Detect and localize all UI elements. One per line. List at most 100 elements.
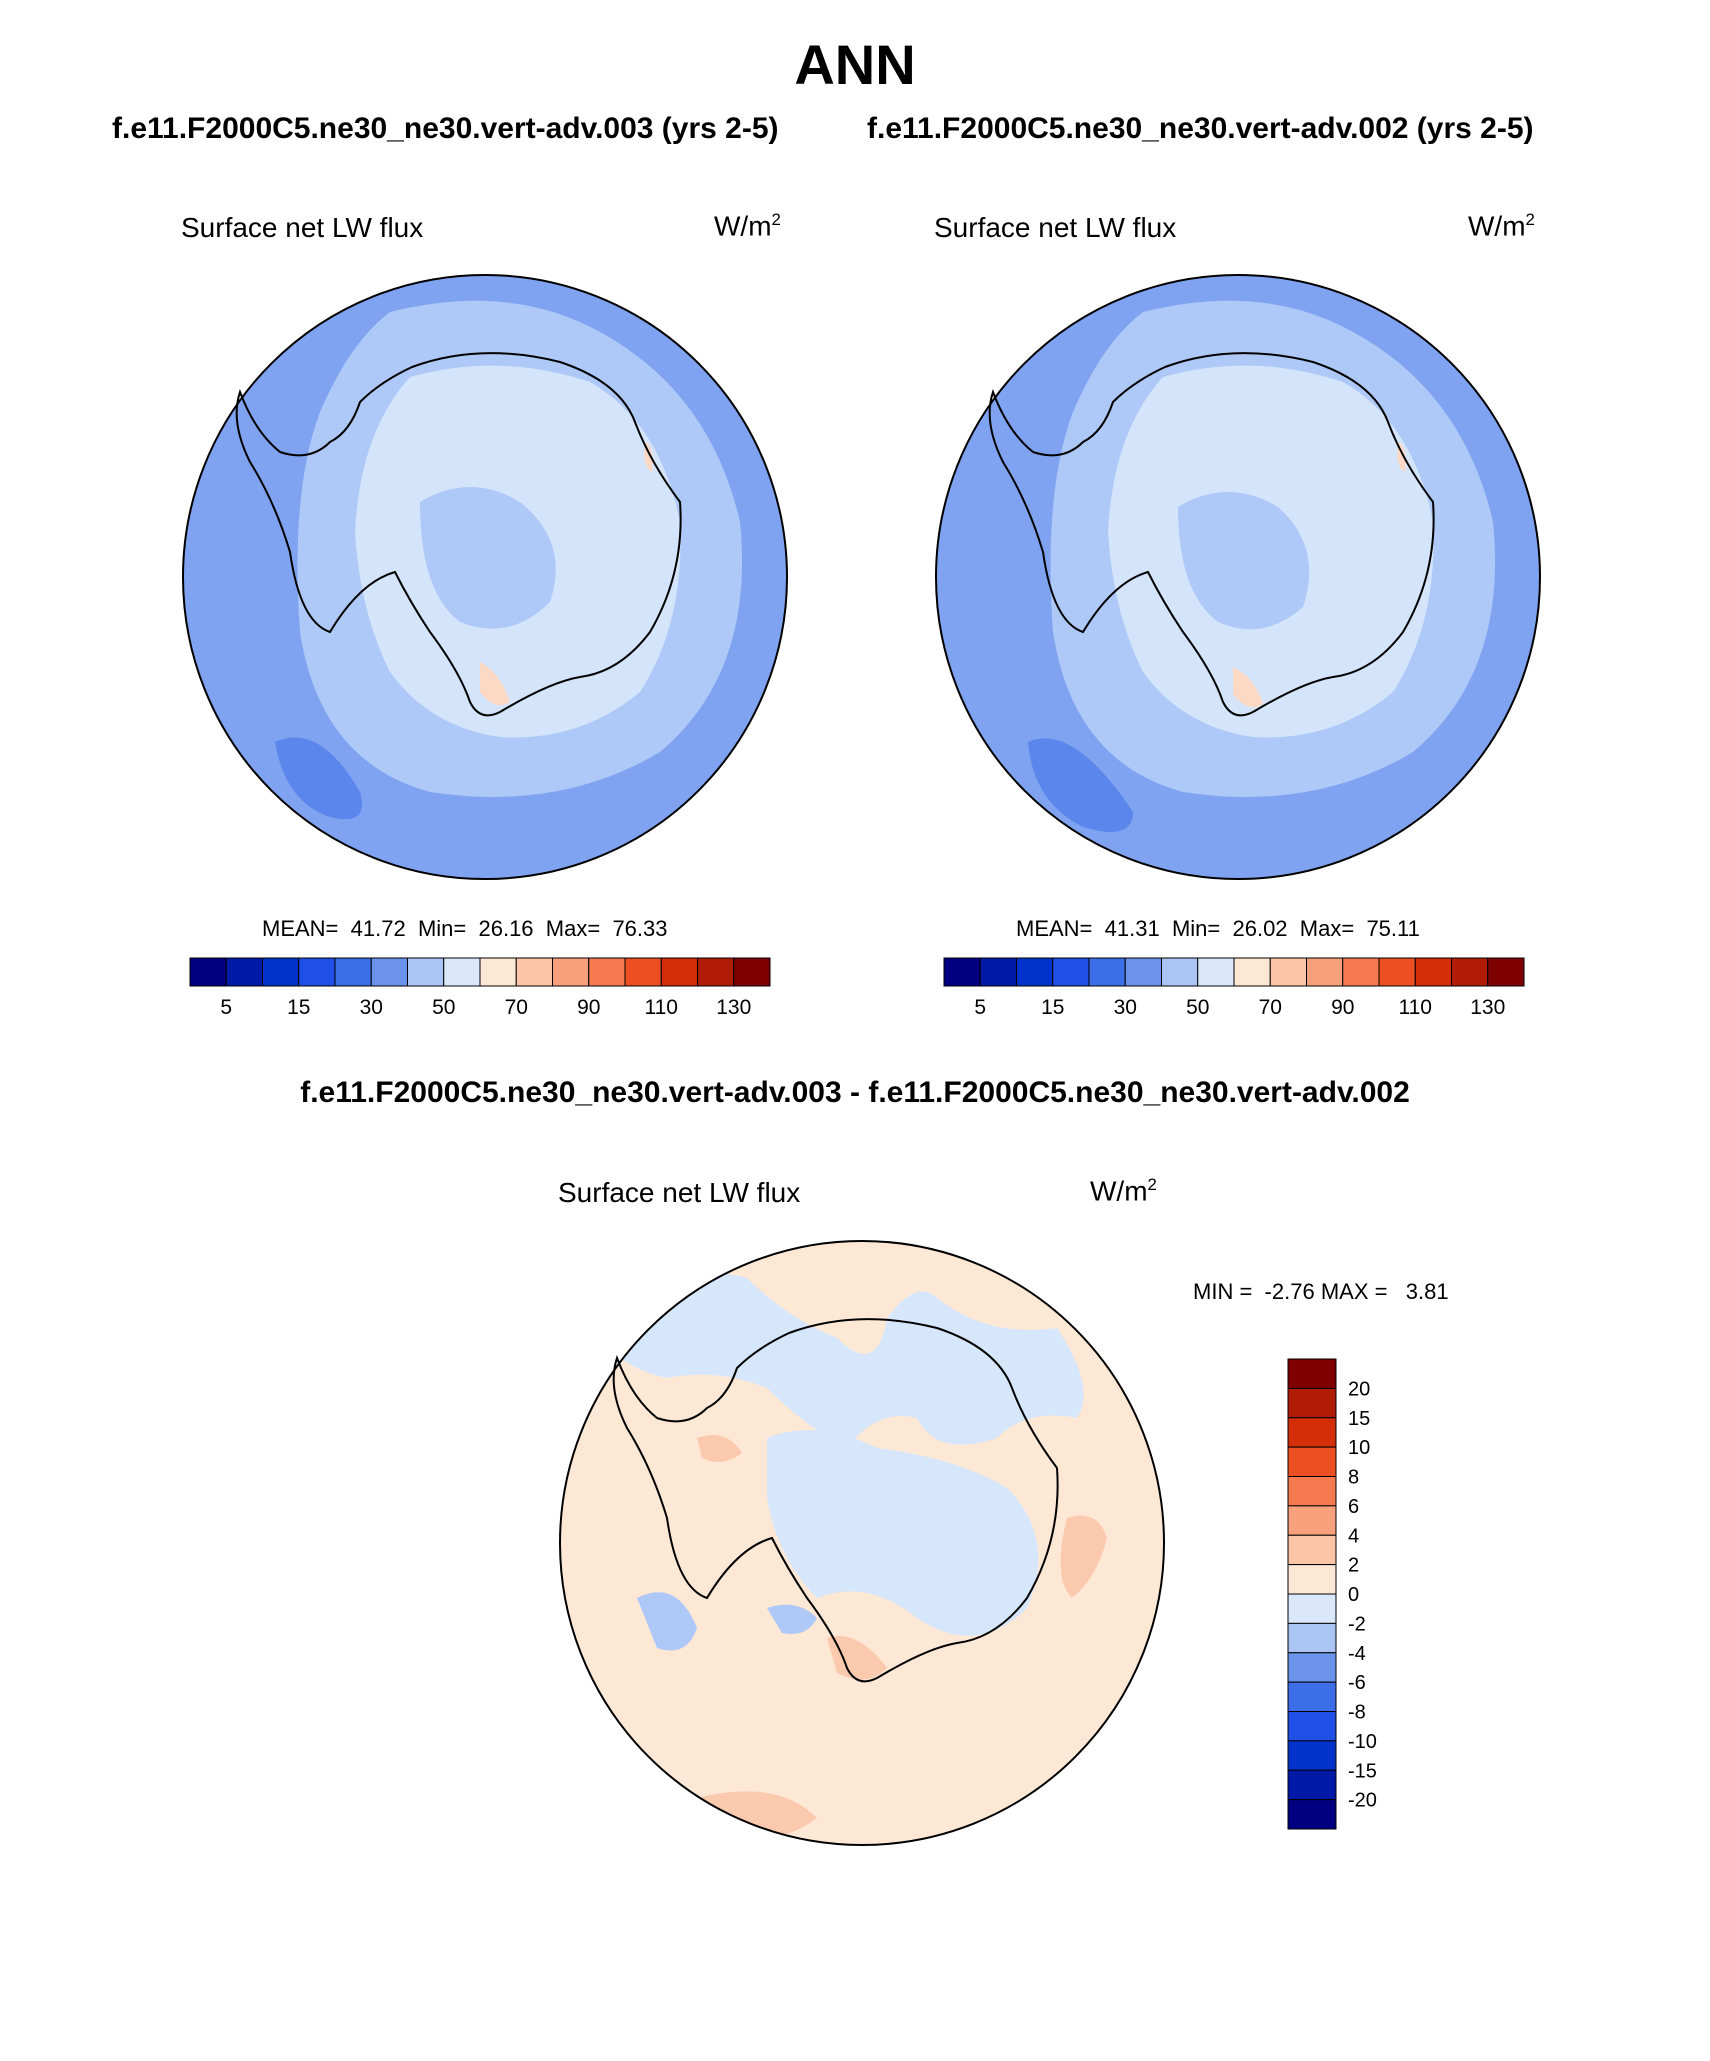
colorbar-tick-label: 110 xyxy=(1399,996,1432,1019)
negative-anomaly xyxy=(597,1273,1084,1448)
colorbar-swatch xyxy=(1287,1769,1337,1801)
panel-b-max-label: Max= xyxy=(1299,916,1355,941)
panel-b-units: W/m2 xyxy=(1468,210,1535,242)
colorbar-tick-label: -15 xyxy=(1348,1760,1377,1782)
panel-b-mean-label: MEAN= xyxy=(1016,916,1093,941)
colorbar-swatch xyxy=(1306,957,1344,987)
season-title: ANN xyxy=(794,33,916,96)
colorbar-tick-label: 70 xyxy=(505,996,528,1019)
colorbar-tick-label: 5 xyxy=(974,996,986,1019)
colorbar-swatch xyxy=(588,957,626,987)
panel-b-min: 26.02 xyxy=(1232,916,1288,941)
colorbar-tick-label: 2 xyxy=(1348,1555,1359,1577)
diff-min: -2.76 xyxy=(1264,1279,1315,1304)
panel-b-units-base: W/m xyxy=(1468,210,1526,242)
colorbar-swatch xyxy=(298,957,336,987)
colorbar-swatch xyxy=(1414,957,1452,987)
colorbar-swatch xyxy=(1161,957,1199,987)
panel-b-units-exp: 2 xyxy=(1525,210,1535,229)
colorbar-tick-label: 30 xyxy=(360,996,383,1019)
colorbar-swatch xyxy=(1287,1622,1337,1654)
diff-units-exp: 2 xyxy=(1147,1175,1157,1194)
panel-a-variable: Surface net LW flux xyxy=(181,212,424,243)
colorbar-swatch xyxy=(697,957,735,987)
colorbar-tick-label: 50 xyxy=(1186,996,1209,1019)
colorbar-tick-label: 15 xyxy=(1041,996,1064,1019)
colorbar-swatch xyxy=(1124,957,1162,987)
colorbar-swatch xyxy=(407,957,445,987)
colorbar-tick-label: -20 xyxy=(1348,1790,1377,1812)
positive-anomaly xyxy=(827,1636,887,1680)
colorbar-tick-label: 50 xyxy=(432,996,455,1019)
colorbar-swatch xyxy=(1287,1476,1337,1507)
colorbar-swatch xyxy=(1287,1799,1337,1830)
land-mid-patch xyxy=(1178,492,1310,630)
colorbar-tick-label: 70 xyxy=(1259,996,1282,1019)
colorbar-swatch xyxy=(262,957,300,987)
case-a-title: f.e11.F2000C5.ne30_ne30.vert-adv.003 (yr… xyxy=(112,112,779,145)
colorbar-swatch xyxy=(1378,957,1416,987)
colorbar-swatch xyxy=(1287,1417,1337,1448)
colorbar-swatch xyxy=(552,957,590,987)
diff-min-label: MIN = xyxy=(1193,1279,1253,1304)
coastline xyxy=(612,1318,1059,1683)
colorbar-a: 5 15 30 50 70 90 110 130 xyxy=(189,957,771,1019)
negative-anomaly xyxy=(767,1430,1039,1636)
colorbar-tick-label: 10 xyxy=(1348,1437,1370,1459)
diff-title: f.e11.F2000C5.ne30_ne30.vert-adv.003 - f… xyxy=(300,1076,1410,1109)
case-b-title: f.e11.F2000C5.ne30_ne30.vert-adv.002 (yr… xyxy=(867,112,1534,145)
colorbar-swatch xyxy=(1342,957,1380,987)
colorbar-tick-label: 130 xyxy=(1470,996,1505,1019)
colorbar-swatch xyxy=(1287,1652,1337,1683)
diff-units: W/m2 xyxy=(1090,1175,1157,1207)
colorbar-swatch xyxy=(1487,957,1525,987)
panel-a-stats: MEAN= 41.72 Min= 26.16 Max= 76.33 xyxy=(262,916,668,942)
panel-a-min: 26.16 xyxy=(478,916,534,941)
colorbar-swatch xyxy=(479,957,517,987)
map-border xyxy=(559,1240,1165,1846)
panel-b-variable: Surface net LW flux xyxy=(934,212,1177,243)
colorbar-swatch xyxy=(1287,1711,1337,1742)
colorbar-swatch xyxy=(1287,1740,1337,1771)
colorbar-tick-label: -4 xyxy=(1348,1643,1366,1665)
colorbar-b: 5 15 30 50 70 90 110 130 xyxy=(943,957,1525,1019)
map-border xyxy=(935,274,1541,880)
negative-anomaly xyxy=(767,1604,817,1634)
diff-max-label: MAX = xyxy=(1320,1279,1388,1304)
colorbar-swatch xyxy=(1287,1564,1337,1595)
diff-variable: Surface net LW flux xyxy=(558,1177,801,1208)
colorbar-swatch xyxy=(1197,957,1235,987)
panel-a-min-label: Min= xyxy=(417,916,467,941)
colorbar-swatch xyxy=(660,957,698,987)
colorbar-tick-label: 30 xyxy=(1114,996,1137,1019)
colorbar-swatch xyxy=(1287,1593,1337,1624)
panel-a-mean-label: MEAN= xyxy=(262,916,339,941)
colorbar-swatch xyxy=(1233,957,1271,987)
colorbar-tick-label: 20 xyxy=(1348,1378,1370,1400)
colorbar-tick-label: 15 xyxy=(287,996,310,1019)
map-border xyxy=(182,274,788,880)
panel-a-units-base: W/m xyxy=(714,210,772,242)
panel-b-min-label: Min= xyxy=(1171,916,1221,941)
colorbar-swatch xyxy=(979,957,1017,987)
land-mid-patch xyxy=(420,487,556,629)
panel-b-map xyxy=(935,274,1541,880)
colorbar-swatch xyxy=(1287,1358,1337,1389)
colorbar-swatch xyxy=(624,957,662,987)
colorbar-tick-label: 90 xyxy=(577,996,600,1019)
panel-a-map xyxy=(182,274,788,880)
negative-anomaly xyxy=(637,1592,697,1651)
colorbar-tick-label: 130 xyxy=(716,996,751,1019)
colorbar-swatch xyxy=(1287,1387,1337,1419)
colorbar-tick-label: 6 xyxy=(1348,1496,1359,1518)
colorbar-swatch xyxy=(1016,957,1054,987)
colorbar-swatch xyxy=(1052,957,1090,987)
colorbar-swatch xyxy=(1088,957,1126,987)
panel-b-max: 75.11 xyxy=(1366,916,1420,941)
dark-ocean-patch xyxy=(1028,738,1133,832)
colorbar-swatch xyxy=(1451,957,1489,987)
colorbar-swatch xyxy=(1287,1681,1337,1712)
diff-units-base: W/m xyxy=(1090,1175,1148,1207)
colorbar-tick-label: -2 xyxy=(1348,1613,1366,1635)
